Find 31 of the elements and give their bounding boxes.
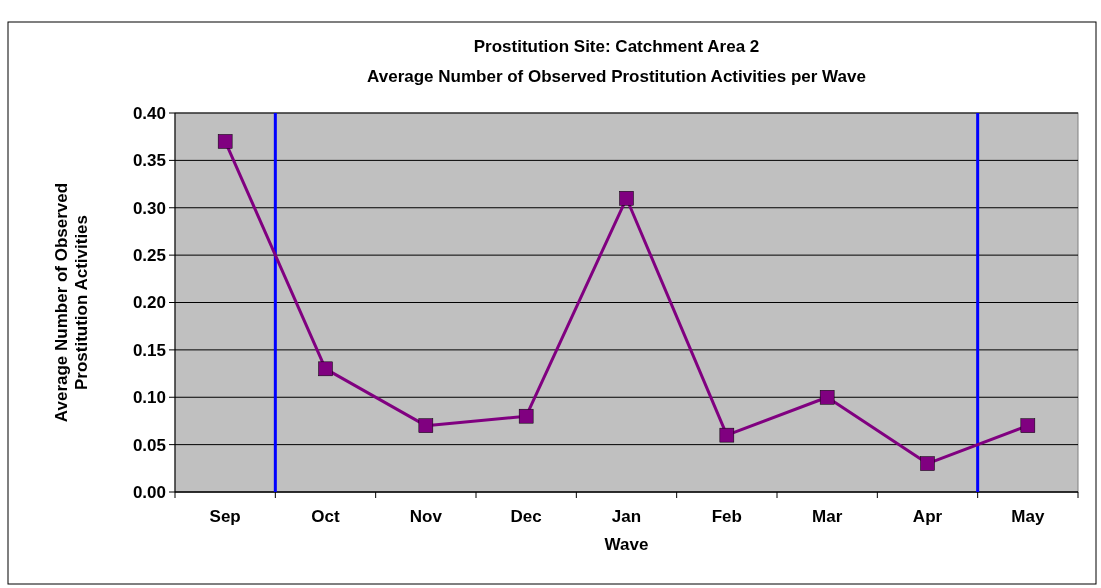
x-axis-title: Wave: [604, 535, 649, 554]
x-tick-label: Apr: [912, 507, 943, 526]
y-tick-label: 0.10: [132, 388, 166, 408]
chart-title: Prostitution Site: Catchment Area 2: [473, 37, 760, 56]
point: [920, 456, 935, 471]
x-tick-label: Dec: [510, 507, 542, 526]
chart-subtitle: Average Number of Observed Prostitution Activities per Wave: [367, 67, 866, 86]
point: [619, 191, 634, 206]
point: [819, 390, 835, 405]
y-tick-label: 0.30: [132, 198, 166, 218]
point: [318, 361, 333, 377]
x-tick-label: Mar: [812, 507, 843, 526]
y-tick-label: 0.35: [132, 151, 166, 171]
y-tick-label: 0.25: [132, 246, 166, 266]
x-tick-label: Oct: [311, 507, 341, 526]
point: [418, 418, 434, 433]
point: [518, 408, 534, 424]
x-tick-label: May: [1011, 507, 1045, 526]
point: [1020, 418, 1036, 433]
y-axis-title: Average Number of Observed Prostitution Activities: [51, 182, 91, 423]
y-tick-label: 0.00: [132, 482, 166, 502]
point: [719, 427, 735, 443]
y-tick-label: 0.15: [132, 340, 166, 360]
x-tick-label: Jan: [611, 507, 642, 526]
y-tick-label: 0.20: [132, 293, 166, 313]
x-tick-label: Nov: [409, 507, 443, 526]
point: [217, 134, 233, 149]
x-tick-label: Feb: [711, 507, 742, 526]
x-tick-label: Sep: [209, 507, 241, 526]
y-tick-label: 0.40: [132, 103, 166, 123]
y-tick-label: 0.05: [132, 435, 166, 455]
